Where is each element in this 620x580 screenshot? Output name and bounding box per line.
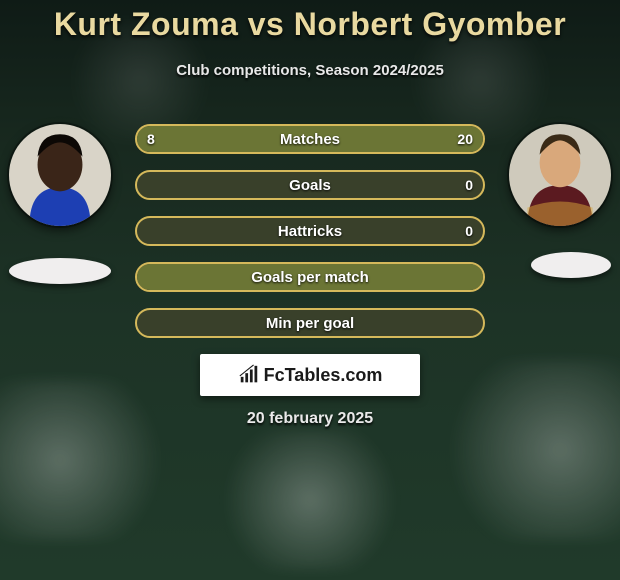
stat-label: Matches [137, 126, 483, 152]
page-subtitle: Club competitions, Season 2024/2025 [0, 62, 620, 79]
stat-bar: 0Hattricks [135, 216, 485, 246]
stat-label: Min per goal [137, 310, 483, 336]
stat-label: Goals [137, 172, 483, 198]
avatar-right-svg [509, 124, 611, 226]
comparison-card: Kurt Zouma vs Norbert Gyomber Club compe… [0, 0, 620, 580]
stat-bar: Min per goal [135, 308, 485, 338]
player-right-team-logo [531, 252, 611, 278]
player-left-avatar [9, 124, 111, 226]
bg-blob [0, 380, 180, 540]
stat-bar: Goals per match [135, 262, 485, 292]
avatar-left-svg [9, 124, 111, 226]
brand-badge: FcTables.com [200, 354, 420, 396]
brand-text: FcTables.com [264, 365, 383, 386]
player-left-team-logo [9, 258, 111, 284]
stat-bar: 0Goals [135, 170, 485, 200]
stat-label: Hattricks [137, 218, 483, 244]
player-right-avatar [509, 124, 611, 226]
page-title: Kurt Zouma vs Norbert Gyomber [0, 6, 620, 43]
stat-bar: 820Matches [135, 124, 485, 154]
stats-bars: 820Matches 0Goals 0Hattricks Goals per matc… [135, 124, 485, 354]
date-label: 20 february 2025 [0, 410, 620, 428]
barchart-icon [238, 364, 260, 386]
bg-blob [210, 430, 410, 570]
bg-blob [430, 360, 620, 540]
stat-label: Goals per match [137, 264, 483, 290]
